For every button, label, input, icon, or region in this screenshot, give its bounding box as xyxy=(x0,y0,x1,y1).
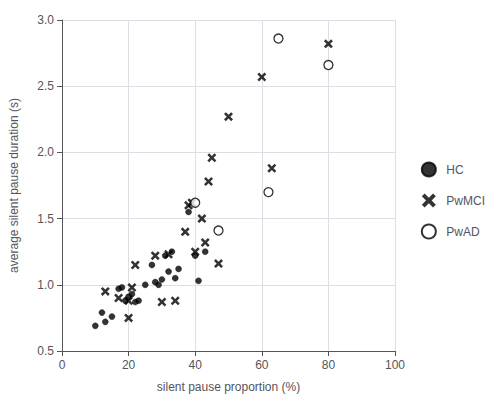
svg-text:40: 40 xyxy=(189,358,203,372)
svg-text:1.5: 1.5 xyxy=(37,212,54,226)
svg-text:silent pause proportion (%): silent pause proportion (%) xyxy=(157,380,300,394)
svg-text:60: 60 xyxy=(255,358,269,372)
svg-text:0.5: 0.5 xyxy=(37,344,54,358)
svg-text:PwAD: PwAD xyxy=(446,225,480,239)
svg-text:average silent pause duration: average silent pause duration (s) xyxy=(7,98,21,273)
svg-text:1.0: 1.0 xyxy=(37,278,54,292)
svg-text:20: 20 xyxy=(122,358,136,372)
svg-text:HC: HC xyxy=(446,163,464,177)
svg-text:3.0: 3.0 xyxy=(37,13,54,27)
svg-text:80: 80 xyxy=(322,358,336,372)
svg-text:PwMCI: PwMCI xyxy=(446,194,485,208)
svg-text:100: 100 xyxy=(385,358,405,372)
svg-text:2.5: 2.5 xyxy=(37,79,54,93)
svg-text:2.0: 2.0 xyxy=(37,145,54,159)
svg-text:0: 0 xyxy=(59,358,66,372)
